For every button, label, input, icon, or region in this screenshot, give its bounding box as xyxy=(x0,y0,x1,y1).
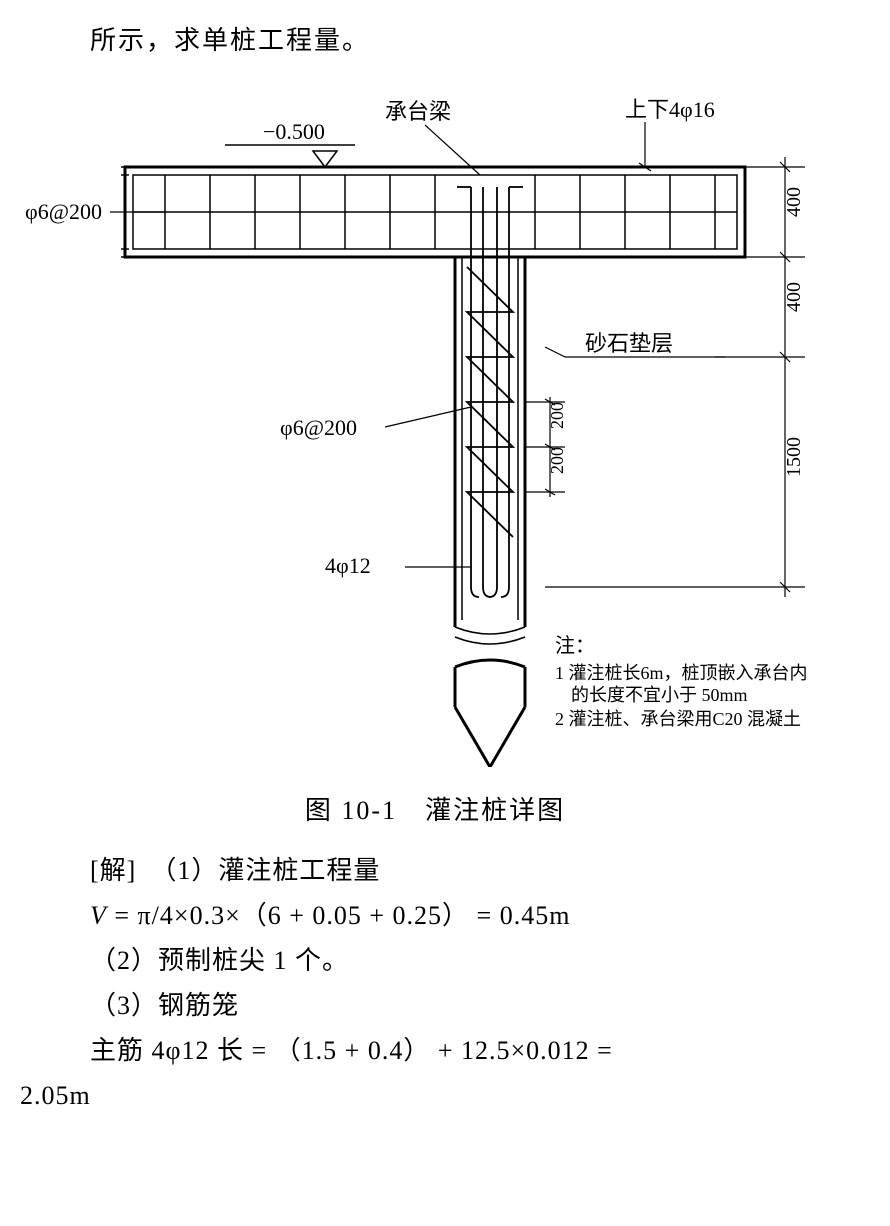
solution-line-4: （3）钢筋笼 xyxy=(90,986,850,1025)
top-bar-label: 上下4φ16 xyxy=(625,97,715,122)
cap-beam-label: 承台梁 xyxy=(385,99,451,124)
note-1b: 的长度不宜小于 50mm xyxy=(571,685,748,705)
note-1a: 1 灌注桩长6m，桩顶嵌入承台内 xyxy=(555,663,808,683)
note-2: 2 灌注桩、承台梁用C20 混凝土 xyxy=(555,709,801,729)
intro-text: 所示，求单桩工程量。 xyxy=(90,20,850,57)
pile-stirrup-leader xyxy=(385,407,471,427)
dim-pitch1: 200 xyxy=(547,402,567,429)
pile-tip xyxy=(455,660,525,767)
beam-stirrup-label: φ6@200 xyxy=(25,199,102,224)
solution-line-3: （2）预制桩尖 1 个。 xyxy=(90,941,850,980)
var-V: V xyxy=(90,901,107,930)
solution-line-1: [解] （1）灌注桩工程量 xyxy=(90,851,850,890)
elevation-label: −0.500 xyxy=(263,119,325,144)
elevation-mark xyxy=(225,145,355,167)
figure: −0.500 承台梁 上下4φ16 φ6@200 φ6@200 xyxy=(25,67,845,772)
dim-pitch2: 200 xyxy=(547,447,567,474)
topbar-leader xyxy=(639,122,651,171)
pile-bar-label: 4φ12 xyxy=(325,553,371,578)
dim-gap-h: 400 xyxy=(783,282,805,312)
eq-rest: = π/4×0.3×（6 + 0.05 + 0.25） = 0.45m xyxy=(107,901,571,930)
gravel-label: 砂石垫层 xyxy=(585,331,673,356)
dim-lines xyxy=(545,157,805,597)
solution-line-2: V = π/4×0.3×（6 + 0.05 + 0.25） = 0.45m xyxy=(90,896,850,935)
diagram-svg: −0.500 承台梁 上下4φ16 φ6@200 φ6@200 xyxy=(25,67,845,767)
pile-stirrup-label: φ6@200 xyxy=(280,415,357,440)
pile xyxy=(455,257,525,644)
page: 所示，求单桩工程量。 xyxy=(0,0,890,1161)
dim-beam-h: 400 xyxy=(783,187,805,217)
dim-cage-h: 1500 xyxy=(783,437,805,477)
notes-title: 注： xyxy=(555,634,595,657)
figure-caption: 图 10-1 灌注桩详图 xyxy=(20,790,850,827)
solution-line-6: 2.05m xyxy=(20,1076,850,1115)
solution-line-5: 主筋 4φ12 长 = （1.5 + 0.4） + 12.5×0.012 = xyxy=(90,1031,850,1070)
